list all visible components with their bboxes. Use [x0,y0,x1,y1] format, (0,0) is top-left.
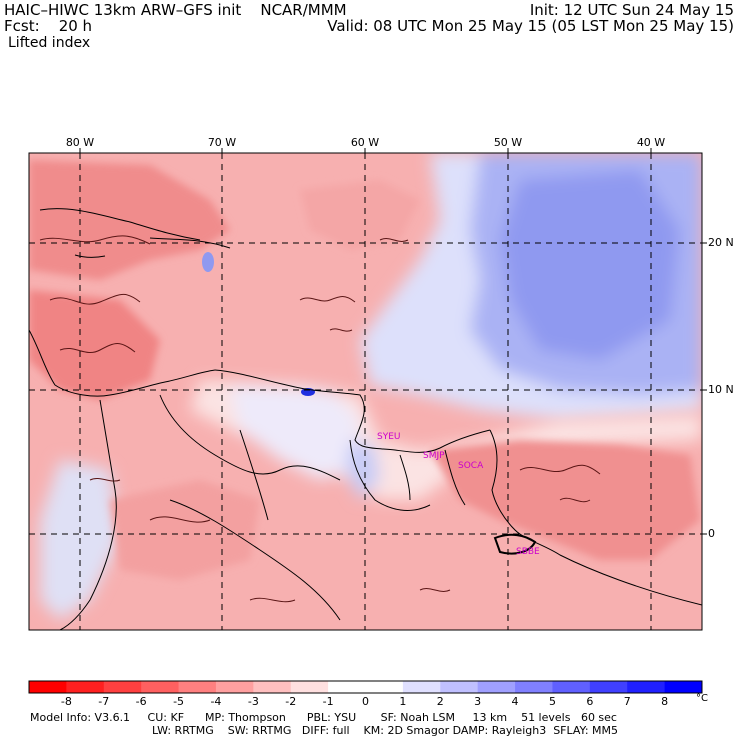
colorbar-label: 0 [362,695,369,708]
ticks [79,148,707,535]
contours [39,235,601,603]
colorbar-swatch [178,681,217,693]
colorbar-label: -4 [210,695,222,708]
colorbar-swatch [141,681,180,693]
lon-label: 60 W [350,136,380,149]
model-physics: LW: RRTMG SW: RRTMG DIFF: full KM: 2D Sm… [152,724,618,737]
stable-spot [202,252,214,272]
init-time: Init: 12 UTC Sun 24 May 15 [529,1,734,19]
colorbar-unit: °C [696,693,708,704]
forecast-hour: Fcst: 20 h [4,17,93,35]
colorbar-swatch [402,681,441,693]
colorbar-label: 3 [474,695,482,708]
colorbar-label: -3 [247,695,259,708]
lon-label: 40 W [636,136,666,149]
colorbar-label: 8 [661,695,669,708]
lon-label: 80 W [65,136,95,149]
colorbar-swatch [365,681,404,693]
field-name: Lifted index [8,35,91,51]
colorbar-label: -2 [285,695,297,708]
colorbar-swatch [215,681,254,693]
valid-time: Valid: 08 UTC Mon 25 May 15 (05 LST Mon … [327,17,734,35]
neutral-band [40,380,702,620]
colorbar-swatch [552,681,591,693]
colorbar-label: -7 [98,695,110,708]
colorbar-label: -6 [135,695,147,708]
colorbar-label: 7 [623,695,631,708]
lat-label: 0 [708,527,715,540]
colorbar-swatch [515,681,553,693]
lat-label: 20 N [708,236,734,249]
lat-label: 10 N [708,383,734,396]
model-info: Model Info: V3.6.1 CU: KF MP: Thompson P… [30,711,617,724]
colorbar-label: -1 [322,695,334,708]
colorbar-swatch [103,681,142,693]
colorbar-label: 6 [586,695,594,708]
lon-label: 70 W [207,136,237,149]
colorbar-label: 4 [511,695,519,708]
colorbar-swatch [29,681,67,693]
colorbar-swatch [328,681,366,693]
colorbar-label: 5 [548,695,556,708]
colorbar-swatch [66,681,105,693]
graticule [29,153,702,630]
colorbar-swatch [290,681,329,693]
lon-label: 50 W [493,136,523,149]
colorbar-swatch [253,681,292,693]
colorbar-frame [28,680,703,694]
colorbar-label: 2 [436,695,444,708]
colorbar-swatch [589,681,628,693]
station-label: SMJP [423,451,445,461]
colorbar-label: -5 [173,695,185,708]
colorbar-label: -8 [60,695,72,708]
stable-region [360,153,702,420]
station-label: SYEU [377,432,401,442]
station-label: SOCA [458,461,484,471]
colorbar-swatch [477,681,516,693]
title-model: HAIC–HIWC 13km ARW–GFS init NCAR/MMM [4,1,347,19]
unstable-patches [29,160,700,580]
colorbar-swatch [440,681,479,693]
colorbar-swatch [627,681,666,693]
station-label: SBBE [516,547,540,557]
colorbar-label: 1 [399,695,407,708]
colorbar-swatch [664,681,703,693]
